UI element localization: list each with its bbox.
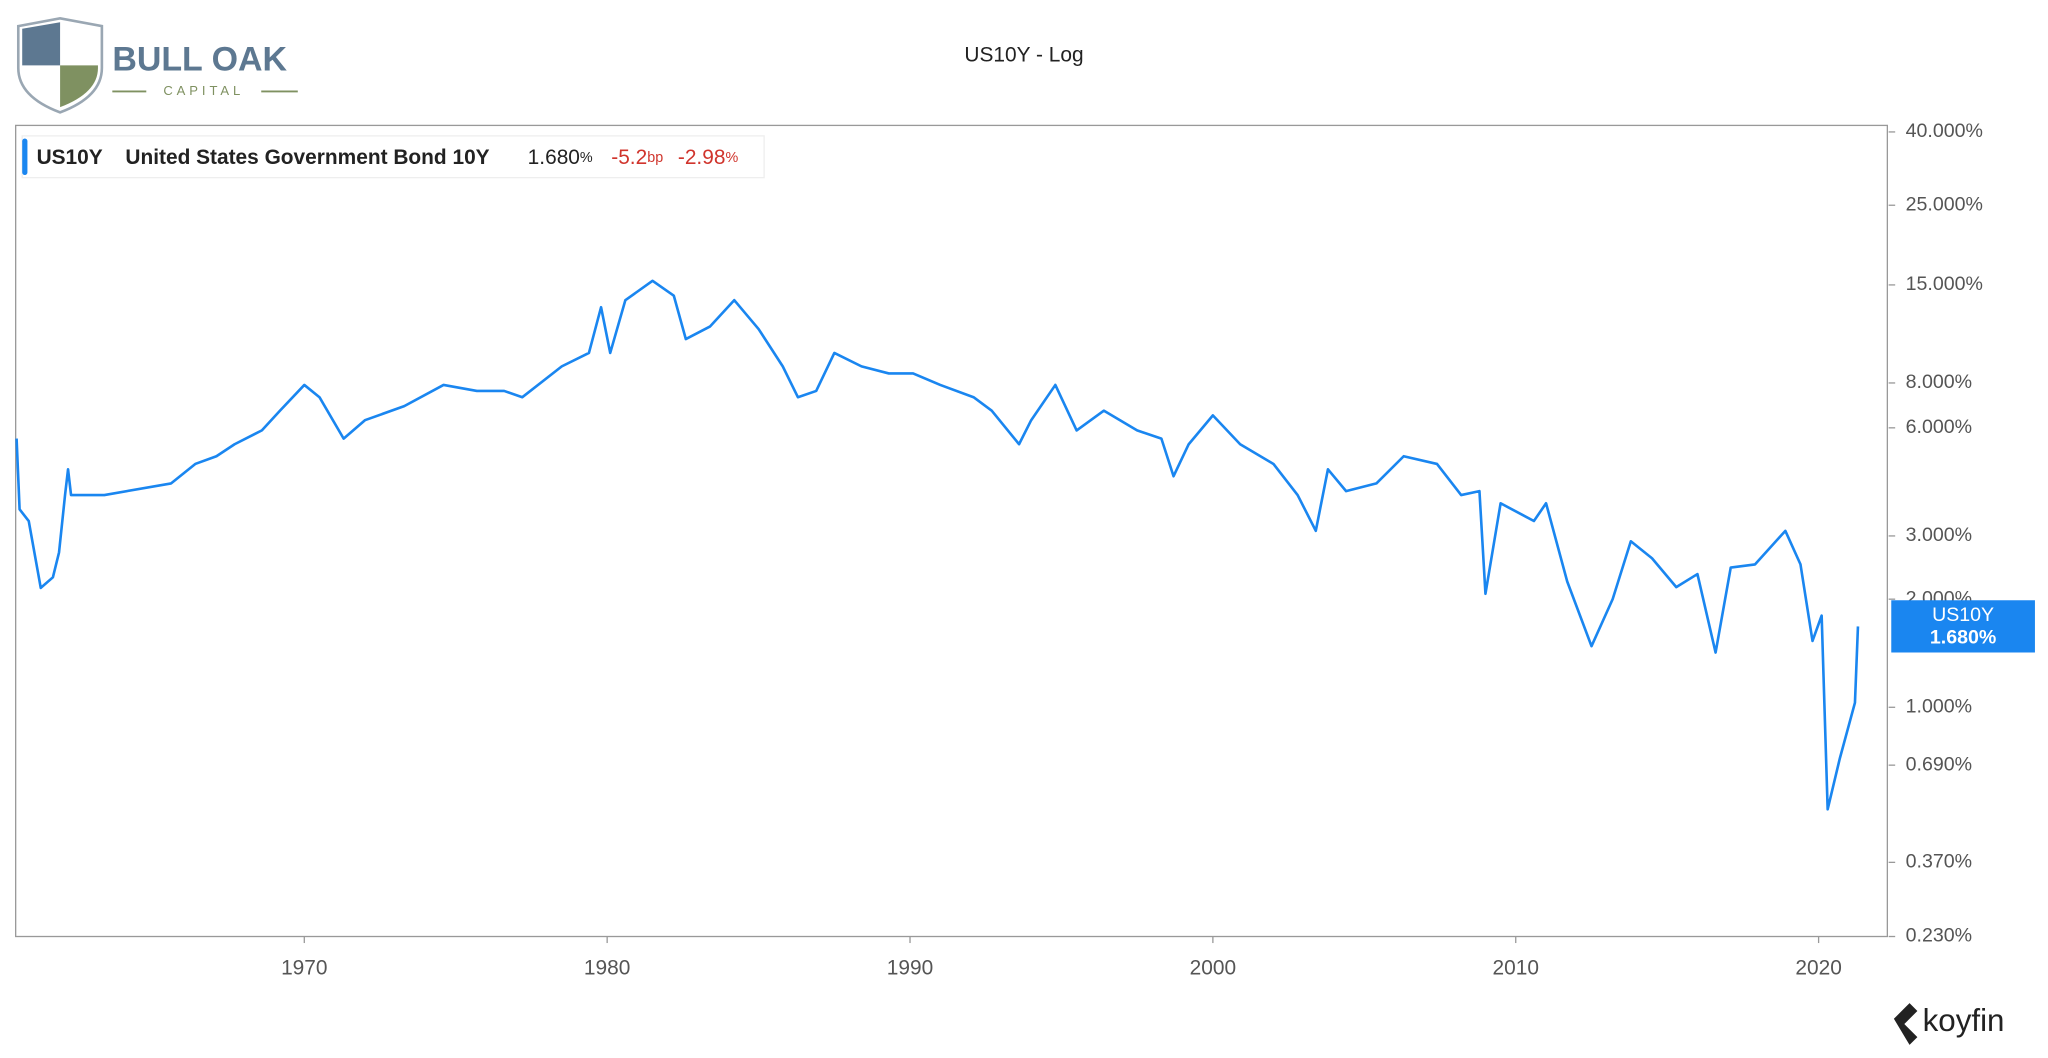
y-tick-label: 40.000% — [1906, 120, 1983, 142]
legend-unit: bp — [647, 150, 663, 166]
legend-name: United States Government Bond 10Y — [125, 146, 489, 169]
legend-swatch — [22, 138, 28, 176]
legend-box — [21, 135, 765, 179]
y-tick-label: 6.000% — [1906, 416, 1972, 438]
x-tick-label: 2010 — [1493, 957, 1539, 980]
legend-change: -5.2 — [611, 146, 647, 169]
legend-text: US10Y United States Government Bond 10Y … — [37, 146, 739, 169]
price-tag — [1891, 600, 2035, 653]
y-tick-label: 25.000% — [1906, 193, 1983, 215]
chart-title: US10Y - Log — [964, 44, 1083, 67]
y-tick-label: 8.000% — [1906, 371, 1972, 393]
x-tick-label: 1970 — [281, 957, 327, 980]
y-tick-label: 1.000% — [1906, 695, 1972, 717]
legend-unit: % — [725, 150, 738, 166]
line-series — [15, 279, 1860, 811]
legend-unit: % — [580, 150, 593, 166]
x-tick-label: 2000 — [1190, 957, 1236, 980]
koyfin-brand: koyfin — [1923, 1003, 2005, 1038]
logo-sub: CAPITAL — [163, 83, 244, 98]
legend-change-pct: -2.98 — [678, 146, 726, 169]
logo-quadrant — [60, 65, 98, 108]
x-tick-label: 1990 — [887, 957, 933, 980]
koyfin-logo: koyfin — [1893, 1003, 2005, 1045]
legend-symbol: US10Y — [37, 146, 103, 169]
logo-brand: BULL OAK — [112, 40, 287, 78]
koyfin-mark — [1893, 1003, 1918, 1045]
legend: US10Y United States Government Bond 10Y … — [21, 135, 765, 179]
x-tick-label: 1980 — [584, 957, 630, 980]
y-tick-label: 0.230% — [1906, 925, 1972, 947]
y-tick-label: 0.370% — [1906, 851, 1972, 873]
legend-last: 1.680 — [528, 146, 580, 169]
x-tick-label: 2020 — [1795, 957, 1841, 980]
logo-quadrant — [22, 22, 61, 66]
price-tag-value: 1.680% — [1930, 626, 1996, 648]
y-tick-label: 15.000% — [1906, 273, 1983, 295]
y-tick-label: 3.000% — [1906, 524, 1972, 546]
logo: BULL OAK CAPITAL — [16, 16, 298, 114]
y-tick-label: 0.690% — [1906, 753, 1972, 775]
price-tag-symbol: US10Y — [1932, 604, 1994, 626]
plot-frame — [15, 124, 1888, 938]
